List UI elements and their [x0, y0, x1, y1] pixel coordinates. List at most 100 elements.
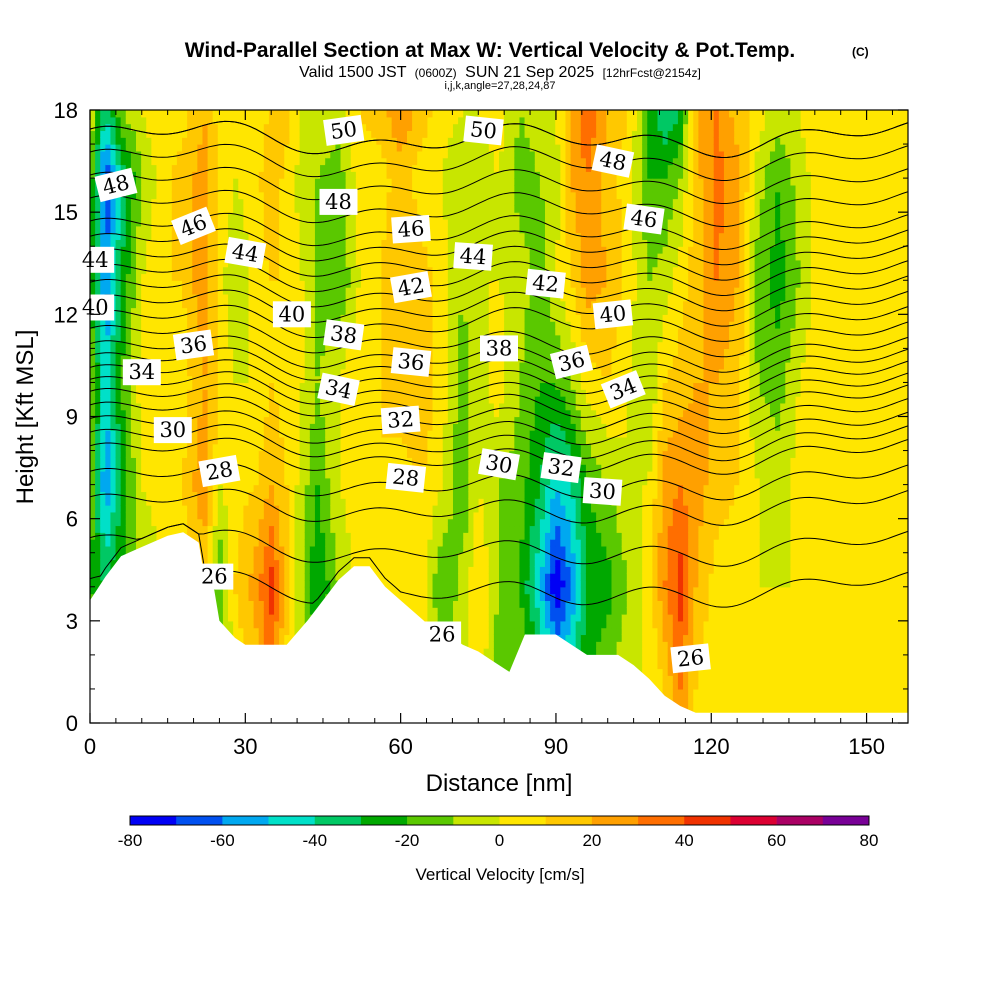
w-cell	[228, 586, 234, 595]
w-cell	[197, 416, 204, 424]
w-cell	[345, 246, 352, 254]
w-cell	[253, 280, 260, 288]
w-cell	[243, 362, 250, 370]
w-cell	[314, 566, 321, 574]
w-cell	[243, 545, 250, 554]
w-cell	[294, 164, 301, 172]
w-cell	[105, 273, 112, 281]
w-cell	[279, 491, 285, 499]
w-cell	[350, 436, 357, 445]
w-cell	[233, 341, 239, 349]
w-cell	[202, 266, 209, 275]
w-cell	[171, 191, 178, 200]
w-cell	[335, 443, 342, 452]
w-cell	[366, 464, 372, 472]
w-cell	[360, 178, 367, 186]
w-cell	[197, 293, 204, 302]
w-cell	[105, 239, 112, 247]
w-cell	[228, 232, 234, 241]
w-cell	[90, 389, 96, 397]
w-cell	[258, 280, 265, 288]
w-cell	[299, 450, 306, 458]
w-cell	[115, 287, 122, 295]
w-cell	[243, 634, 250, 642]
w-cell	[115, 334, 122, 343]
w-cell	[258, 334, 265, 343]
w-cell	[340, 545, 347, 554]
w-cell	[176, 110, 183, 118]
w-cell	[258, 184, 265, 193]
w-cell	[340, 239, 347, 247]
w-cell	[141, 539, 147, 547]
w-cell	[233, 144, 239, 152]
w-cell	[289, 123, 296, 132]
w-cell	[294, 137, 301, 145]
w-cell	[146, 137, 152, 145]
w-cell	[345, 232, 352, 241]
w-cell	[136, 232, 142, 241]
w-cell	[279, 144, 285, 152]
w-cell	[110, 375, 117, 384]
w-cell	[151, 232, 158, 241]
w-cell	[243, 110, 250, 118]
w-cell	[217, 293, 224, 302]
w-cell	[330, 457, 336, 465]
w-cell	[366, 232, 372, 241]
w-cell	[136, 212, 142, 220]
w-cell	[355, 171, 362, 179]
w-cell	[120, 409, 127, 418]
w-cell	[233, 171, 239, 179]
w-cell	[156, 532, 163, 540]
w-cell	[217, 505, 224, 513]
w-cell	[320, 368, 326, 377]
w-cell	[171, 355, 178, 363]
w-cell	[228, 144, 234, 152]
w-cell	[95, 137, 101, 145]
w-cell	[100, 498, 106, 506]
w-cell	[268, 178, 275, 186]
w-cell	[192, 518, 198, 527]
w-cell	[350, 348, 357, 356]
w-cell	[115, 511, 122, 520]
w-cell	[371, 518, 377, 527]
w-cell	[136, 314, 142, 322]
w-cell	[105, 368, 112, 377]
w-cell	[279, 375, 285, 384]
w-cell	[197, 246, 204, 254]
w-cell	[243, 171, 250, 179]
w-cell	[207, 130, 214, 138]
w-cell	[350, 110, 357, 118]
w-cell	[335, 368, 342, 377]
w-cell	[217, 157, 224, 166]
w-cell	[350, 239, 357, 247]
w-cell	[243, 334, 250, 343]
w-cell	[207, 430, 214, 438]
w-cell	[136, 164, 142, 172]
w-cell	[197, 491, 204, 499]
w-cell	[258, 505, 265, 513]
w-cell	[100, 321, 106, 329]
w-cell	[284, 266, 290, 275]
w-cell	[314, 178, 321, 186]
w-cell	[263, 246, 270, 254]
w-cell	[289, 389, 296, 397]
w-cell	[309, 532, 316, 540]
w-cell	[100, 355, 106, 363]
w-cell	[90, 355, 96, 363]
w-cell	[151, 464, 158, 472]
w-cell	[330, 416, 336, 424]
w-cell	[279, 348, 285, 356]
w-cell	[146, 423, 152, 431]
w-cell	[207, 525, 214, 533]
w-cell	[182, 450, 188, 458]
w-cell	[243, 498, 250, 506]
w-cell	[233, 586, 239, 595]
w-cell	[228, 409, 234, 418]
w-cell	[217, 280, 224, 288]
w-cell	[253, 205, 260, 213]
w-cell	[141, 409, 147, 418]
w-cell	[222, 280, 229, 288]
w-cell	[192, 246, 198, 254]
w-cell	[371, 545, 377, 554]
w-cell	[253, 144, 260, 152]
